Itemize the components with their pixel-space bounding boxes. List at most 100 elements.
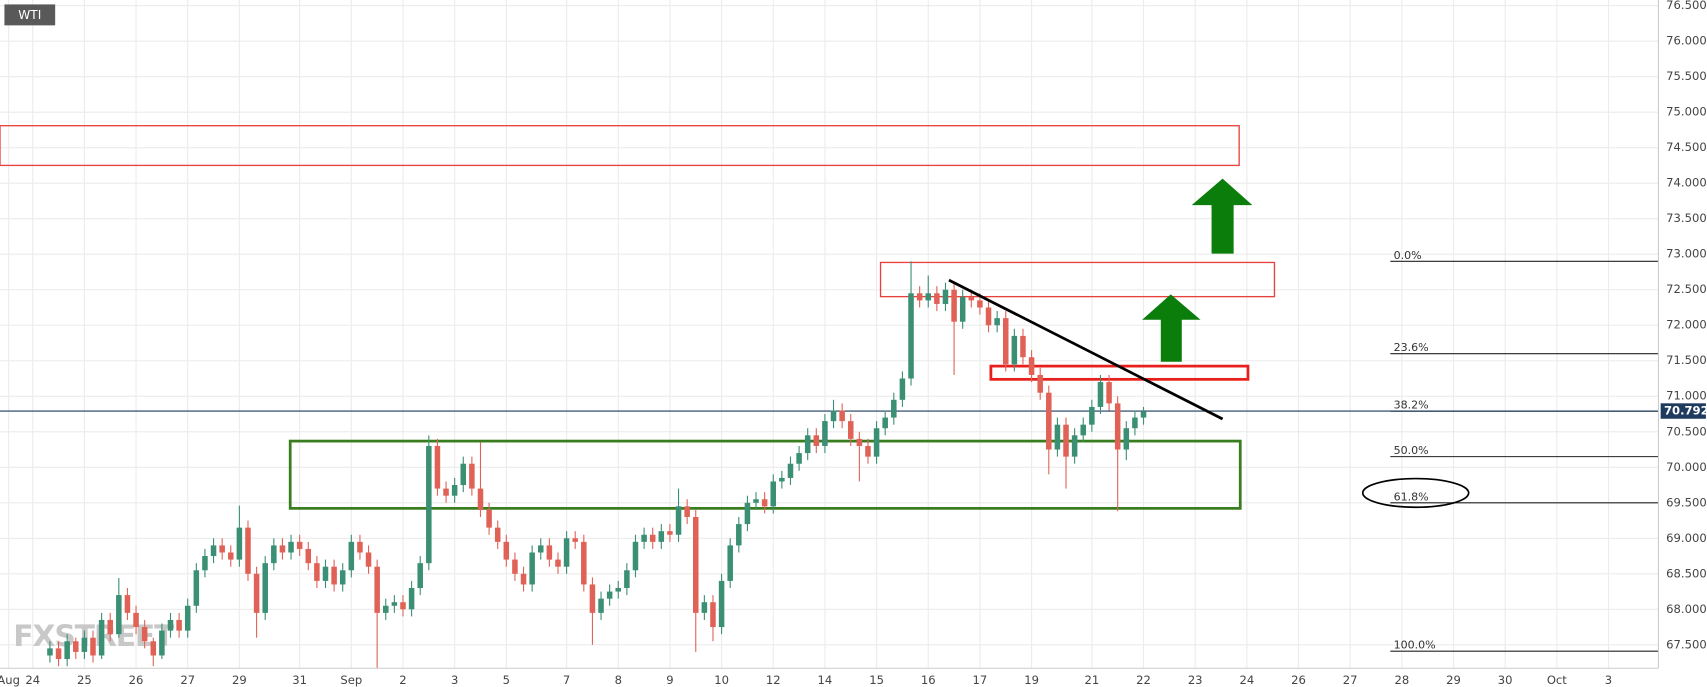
y-tick-label: 74.500 (1666, 140, 1707, 154)
candle-body (873, 428, 880, 457)
x-tick-label: 3 (1605, 673, 1612, 687)
candle-body (891, 399, 897, 418)
candle-body (245, 527, 251, 574)
fib-label: 61.8% (1394, 490, 1429, 503)
candle-body (81, 637, 88, 652)
fib-label: 23.6% (1394, 341, 1429, 354)
candle-body (374, 566, 380, 613)
candle-body (477, 488, 484, 510)
candle-body (1132, 417, 1138, 429)
highlight-ellipse (1361, 477, 1470, 509)
candle-body (426, 445, 432, 564)
x-tick-label: Aug (0, 673, 20, 687)
candle-body (1020, 335, 1026, 358)
candle-body (262, 563, 268, 613)
trend-line (948, 278, 1224, 421)
candle-body (1011, 335, 1018, 365)
x-tick-label: 22 (1136, 673, 1151, 687)
candle-body (649, 534, 656, 542)
candle-body (882, 417, 888, 429)
candle-body (55, 648, 62, 660)
support-zone (288, 439, 1242, 510)
candle-body (124, 595, 131, 613)
candle-body (658, 531, 665, 542)
y-tick-label: 71.500 (1666, 353, 1707, 367)
fib-label: 38.2% (1394, 399, 1429, 412)
y-tick-label: 69.000 (1666, 531, 1707, 545)
candle-body (710, 602, 716, 628)
candle-body (512, 559, 518, 574)
candle-body (141, 627, 148, 642)
candle-body (804, 435, 811, 454)
candle-body (822, 421, 828, 446)
candle-body (322, 566, 329, 581)
fib-label: 0.0% (1394, 249, 1422, 262)
candle-body (1063, 424, 1069, 457)
candle-body (1123, 428, 1130, 450)
candle-body (408, 588, 415, 610)
candle-body (1002, 318, 1009, 365)
candle-body (357, 541, 363, 553)
y-tick-label: 75.000 (1666, 105, 1707, 119)
candle-body (830, 410, 837, 422)
candle-body (908, 293, 914, 379)
candle-body (228, 552, 234, 560)
candle-body (1106, 382, 1112, 404)
y-tick-label: 75.500 (1666, 69, 1707, 83)
x-tick-label: 24 (25, 673, 40, 687)
candle-body (253, 573, 260, 613)
candle-body (469, 463, 475, 489)
x-tick-label: 19 (1024, 673, 1039, 687)
candle-body (314, 563, 320, 581)
candle-body (598, 598, 604, 613)
candle-body (951, 289, 957, 322)
candle-body (98, 619, 105, 656)
candle-body (684, 506, 690, 517)
candle-body (271, 545, 277, 564)
candle-body (770, 481, 777, 507)
candle-body (167, 619, 174, 631)
x-tick-label: 12 (766, 673, 781, 687)
y-tick-label: 74.000 (1666, 176, 1707, 190)
x-tick-label: 7 (563, 673, 570, 687)
candle-body (667, 531, 673, 535)
candle-body (339, 570, 346, 585)
candle-body (451, 485, 458, 496)
candle-body (787, 463, 794, 478)
candle-body (494, 527, 501, 542)
candle-body (813, 435, 820, 446)
candle-body (184, 605, 191, 631)
fib-label: 50.0% (1394, 444, 1429, 457)
x-tick-label: 25 (77, 673, 92, 687)
candle-body (925, 293, 932, 301)
y-tick-label: 71.000 (1666, 389, 1707, 403)
candle-body (624, 570, 630, 589)
candle-body (1071, 435, 1078, 457)
candle-body (641, 534, 647, 542)
y-tick-label: 70.000 (1666, 460, 1707, 474)
candle-body (1140, 411, 1147, 418)
candle-body (581, 541, 587, 585)
candle-body (296, 541, 303, 549)
resistance-zone (0, 125, 1240, 167)
candle-body (847, 421, 854, 439)
y-tick-label: 67.500 (1666, 637, 1707, 651)
candle-body (753, 499, 759, 503)
symbol-label: WTI (18, 8, 41, 22)
candle-body (391, 602, 398, 606)
candle-body (107, 619, 113, 635)
candle-body (916, 293, 923, 301)
x-tick-label: 29 (1446, 673, 1461, 687)
fib-label: 100.0% (1394, 639, 1436, 652)
candle-body (538, 545, 544, 553)
x-tick-label: 24 (1239, 673, 1254, 687)
x-tick-label: 2 (399, 673, 406, 687)
x-tick-label: 31 (292, 673, 307, 687)
candle-body (383, 605, 389, 613)
candle-body (348, 541, 355, 571)
candle-body (434, 445, 441, 489)
candle-body (899, 378, 906, 400)
